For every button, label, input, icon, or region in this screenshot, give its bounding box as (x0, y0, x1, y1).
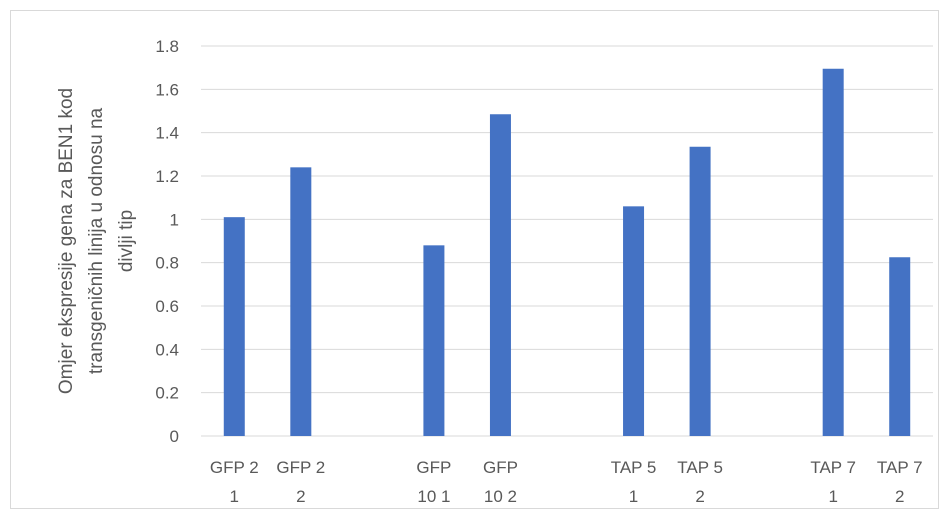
y-tick-labels: 0 0.2 0.4 0.6 0.8 1 1.2 1.4 1.6 1.8 (155, 37, 179, 446)
y-tick-label: 1.6 (155, 80, 179, 99)
y-tick-label: 0.4 (155, 340, 179, 359)
y-tick-label: 0.6 (155, 297, 179, 316)
y-axis-title-line: transgeničnih linija u odnosu na (86, 107, 107, 374)
y-axis-title-line: divlji tip (116, 210, 137, 272)
x-category-label: GFP 10 2 (483, 458, 518, 506)
bar (889, 257, 911, 436)
gridlines (201, 45, 933, 437)
x-category-labels: GFP 2 1 GFP 2 2 GFP 10 1 GFP 10 2 TAP 5 1 TAP 5 2 TA… (210, 458, 923, 506)
y-axis-title-line: Omjer ekspresije gena za BEN1 kod (56, 88, 77, 394)
y-tick-label: 0.2 (155, 384, 179, 403)
bar (689, 146, 711, 436)
y-tick-label: 1.2 (155, 167, 179, 186)
y-tick-label: 0 (170, 427, 179, 446)
y-tick-label: 1.8 (155, 37, 179, 56)
y-tick-label: 1 (170, 210, 179, 229)
bar (623, 206, 645, 436)
bars (223, 68, 911, 437)
bar (223, 217, 245, 436)
y-axis-title: Omjer ekspresije gena za BEN1 kod transge… (56, 88, 137, 394)
bar (423, 245, 445, 436)
x-category-label: GFP 10 1 (416, 458, 451, 506)
y-tick-label: 0.8 (155, 254, 179, 273)
bar (290, 167, 312, 437)
bar (822, 68, 844, 436)
bar (489, 114, 511, 436)
y-tick-label: 1.4 (155, 124, 179, 143)
